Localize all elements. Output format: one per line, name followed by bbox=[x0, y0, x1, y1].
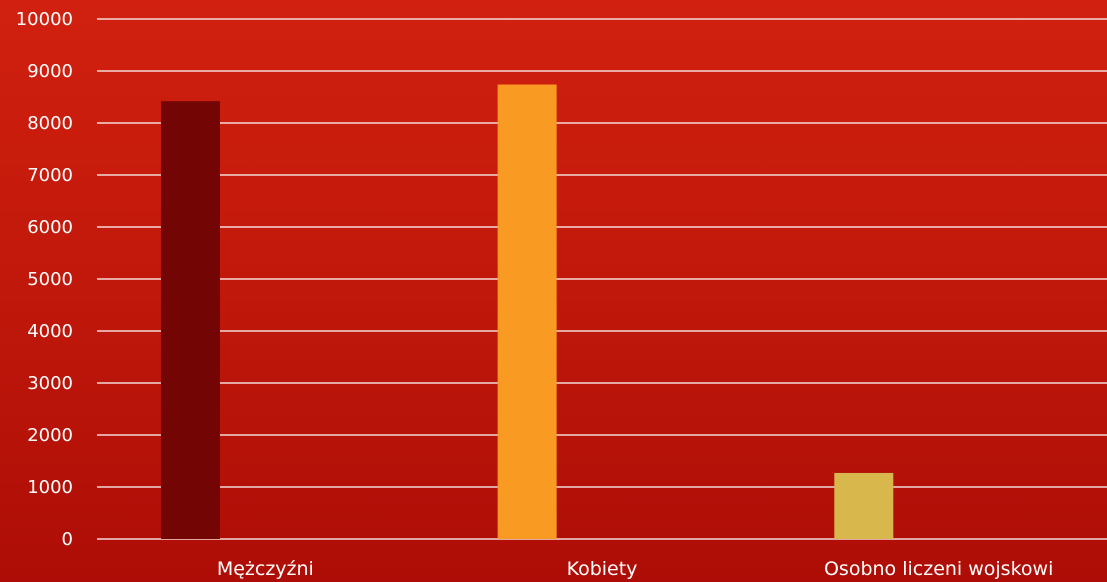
y-tick-label: 10000 bbox=[16, 9, 73, 30]
y-tick-label: 7000 bbox=[27, 165, 73, 186]
y-tick-label: 1000 bbox=[27, 477, 73, 498]
x-axis-category-labels: Mężczyźni Kobiety Osobno liczeni wojskowi bbox=[217, 558, 1054, 580]
gridlines bbox=[97, 18, 1107, 540]
y-tick-label: 6000 bbox=[27, 217, 73, 238]
x-category-label: Mężczyźni bbox=[217, 558, 314, 580]
x-category-label: Kobiety bbox=[567, 558, 638, 580]
y-tick-label: 0 bbox=[62, 529, 73, 550]
y-tick-label: 9000 bbox=[27, 61, 73, 82]
bars bbox=[160, 84, 894, 540]
bar-2 bbox=[497, 84, 557, 540]
bar-1 bbox=[160, 101, 220, 539]
y-tick-label: 2000 bbox=[27, 425, 73, 446]
y-axis-tick-labels: 0 1000 2000 3000 4000 5000 6000 7000 8000 9000 100… bbox=[16, 9, 73, 550]
y-tick-label: 4000 bbox=[27, 321, 73, 342]
y-tick-label: 5000 bbox=[27, 269, 73, 290]
y-tick-label: 8000 bbox=[27, 113, 73, 134]
x-category-label: Osobno liczeni wojskowi bbox=[824, 558, 1053, 580]
bar-3 bbox=[834, 472, 894, 539]
y-tick-label: 3000 bbox=[27, 373, 73, 394]
